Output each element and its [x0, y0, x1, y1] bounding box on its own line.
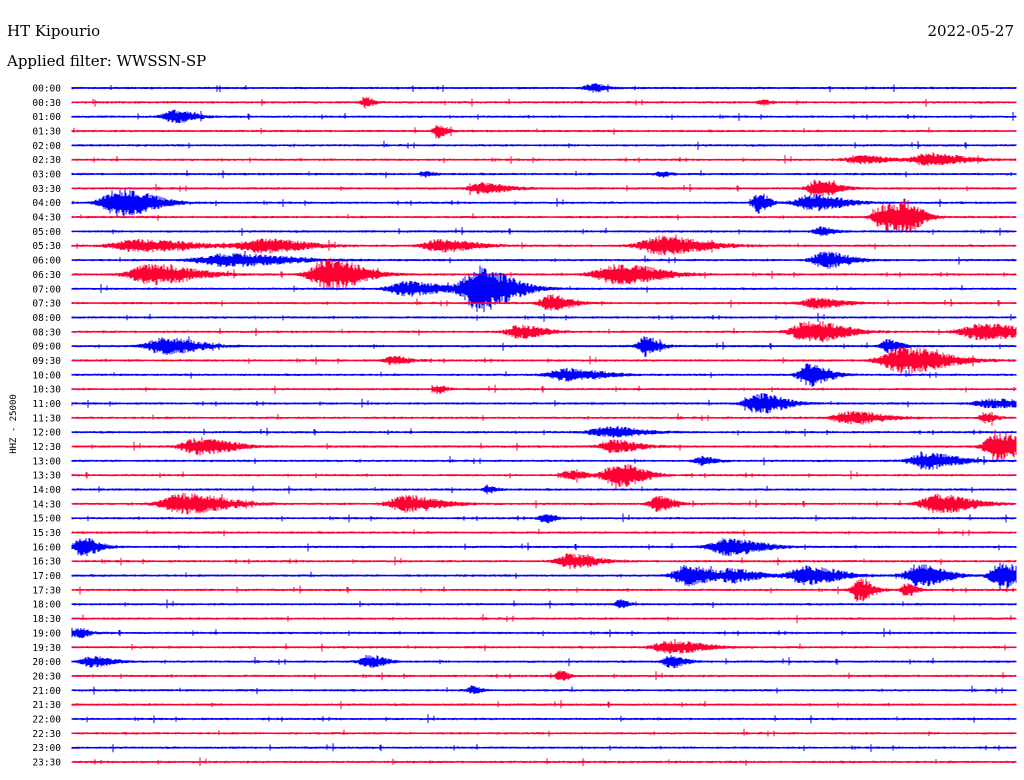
row-time-label: 02:30	[32, 155, 61, 166]
row-time-label: 14:30	[32, 499, 61, 510]
row-time-label: 16:00	[32, 542, 61, 553]
row-time-label: 13:00	[32, 456, 61, 467]
row-time-label: 20:30	[32, 671, 61, 682]
row-time-label: 15:30	[32, 528, 61, 539]
row-time-label: 07:00	[32, 284, 61, 295]
row-time-label: 07:30	[32, 299, 61, 310]
row-time-label: 23:30	[32, 757, 61, 768]
row-time-label: 23:00	[32, 743, 61, 754]
row-time-label: 04:00	[32, 198, 61, 209]
row-time-label: 04:30	[32, 213, 61, 224]
row-time-label: 10:30	[32, 385, 61, 396]
row-time-label: 22:30	[32, 729, 61, 740]
row-time-label: 20:00	[32, 657, 61, 668]
row-time-label: 05:30	[32, 241, 61, 252]
row-time-label: 13:30	[32, 471, 61, 482]
row-time-label: 17:30	[32, 585, 61, 596]
row-time-label: 05:00	[32, 227, 61, 238]
row-time-label: 01:00	[32, 112, 61, 123]
row-time-label: 11:00	[32, 399, 61, 410]
trace-row	[71, 198, 1017, 233]
row-time-label: 03:30	[32, 184, 61, 195]
row-time-label: 21:30	[32, 700, 61, 711]
row-time-label: 18:30	[32, 614, 61, 625]
row-time-label: 10:00	[32, 370, 61, 381]
trace-row	[71, 234, 1017, 256]
trace-row	[71, 125, 1017, 139]
row-time-label: 11:30	[32, 413, 61, 424]
row-time-label: 08:00	[32, 313, 61, 324]
row-time-label: 15:00	[32, 514, 61, 525]
row-time-label: 22:00	[32, 714, 61, 725]
row-time-label: 06:30	[32, 270, 61, 281]
row-time-label: 01:30	[32, 127, 61, 138]
row-time-label: 00:00	[32, 84, 61, 95]
row-time-label: 18:00	[32, 600, 61, 611]
row-time-label: 17:00	[32, 571, 61, 582]
row-time-label: 16:30	[32, 557, 61, 568]
trace-row	[71, 638, 1017, 654]
row-time-label: 21:00	[32, 686, 61, 697]
station-title: HT Kipourio	[7, 22, 101, 40]
date-label: 2022-05-27	[927, 22, 1014, 40]
row-time-label: 19:00	[32, 628, 61, 639]
row-time-label: 12:00	[32, 428, 61, 439]
row-time-label: 00:30	[32, 98, 61, 109]
row-time-label: 06:00	[32, 256, 61, 267]
row-time-label: 02:00	[32, 141, 61, 152]
row-time-label: 03:00	[32, 170, 61, 181]
trace-row	[71, 464, 1017, 489]
row-time-label: 14:00	[32, 485, 61, 496]
row-time-label: 12:30	[32, 442, 61, 453]
row-time-label: 09:00	[32, 342, 61, 353]
row-time-label: 19:30	[32, 643, 61, 654]
row-time-label: 08:30	[32, 327, 61, 338]
row-time-label: 09:30	[32, 356, 61, 367]
filter-label: Applied filter: WWSSN-SP	[7, 52, 207, 70]
